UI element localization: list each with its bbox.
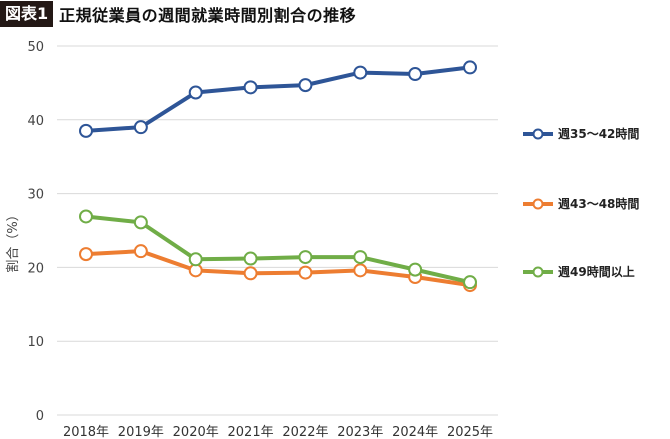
point-35-42-1: [133, 120, 148, 135]
point-49-plus-2: [188, 252, 203, 267]
point-35-42-6: [408, 67, 423, 82]
series-line-49-plus: [84, 214, 472, 285]
x-tick-label-3: 2021年: [228, 425, 274, 439]
x-tick-label-5: 2023年: [337, 425, 383, 439]
legend-label-49-plus: 週49時間以上: [558, 265, 635, 279]
chart-header: 図表1 正規従業員の週間就業時間別割合の推移: [0, 0, 356, 28]
y-axis-label: 割合（%）: [5, 208, 21, 272]
legend-label-35-42: 週35～42時間: [558, 127, 640, 141]
series-line-35-42: [84, 65, 472, 133]
y-tick-label-30: 30: [27, 188, 44, 203]
legend-item-49-plus: 週49時間以上: [522, 263, 635, 280]
y-tick-label-40: 40: [27, 114, 44, 129]
legend-swatch-35-42: [523, 128, 553, 139]
legend-label-43-48: 週43～48時間: [558, 197, 640, 211]
x-tick-label-2: 2020年: [173, 425, 219, 439]
point-43-48-5: [353, 263, 368, 278]
point-49-plus-5: [353, 250, 368, 265]
point-35-42-4: [298, 78, 313, 93]
point-43-48-0: [79, 247, 93, 262]
x-tick-label-1: 2019年: [118, 425, 164, 439]
point-35-42-7: [463, 60, 477, 75]
point-35-42-0: [79, 123, 93, 138]
point-43-48-1: [133, 244, 148, 259]
legend-swatch-49-plus: [523, 266, 553, 277]
point-35-42-3: [243, 80, 258, 95]
series-line-43-48: [84, 249, 472, 288]
point-43-48-4: [298, 265, 313, 280]
y-tick-label-0: 0: [36, 409, 44, 424]
x-tick-label-6: 2024年: [392, 425, 438, 439]
legend-item-35-42: 週35～42時間: [522, 125, 639, 142]
y-tick-label-50: 50: [27, 40, 44, 55]
x-tick-label-0: 2018年: [63, 425, 109, 439]
y-tick-label-10: 10: [27, 335, 44, 350]
point-49-plus-3: [243, 251, 258, 266]
y-tick-label-20: 20: [27, 261, 44, 276]
point-43-48-3: [243, 266, 258, 281]
point-35-42-2: [188, 85, 203, 100]
chart-title: 正規従業員の週間就業時間別割合の推移: [59, 6, 357, 25]
legend-item-43-48: 週43～48時間: [522, 195, 639, 212]
point-49-plus-7: [463, 275, 477, 290]
point-49-plus-0: [79, 209, 93, 224]
point-49-plus-4: [298, 250, 313, 265]
legend-swatch-43-48: [523, 198, 553, 209]
x-tick-label-4: 2022年: [282, 425, 328, 439]
point-49-plus-6: [408, 262, 423, 277]
point-49-plus-1: [133, 215, 148, 230]
x-tick-label-7: 2025年: [447, 425, 493, 439]
point-35-42-5: [353, 65, 368, 80]
legend: 週35～42時間 週43～48時間 週49時間以上: [522, 0, 670, 439]
figure-badge: 図表1: [0, 1, 54, 27]
